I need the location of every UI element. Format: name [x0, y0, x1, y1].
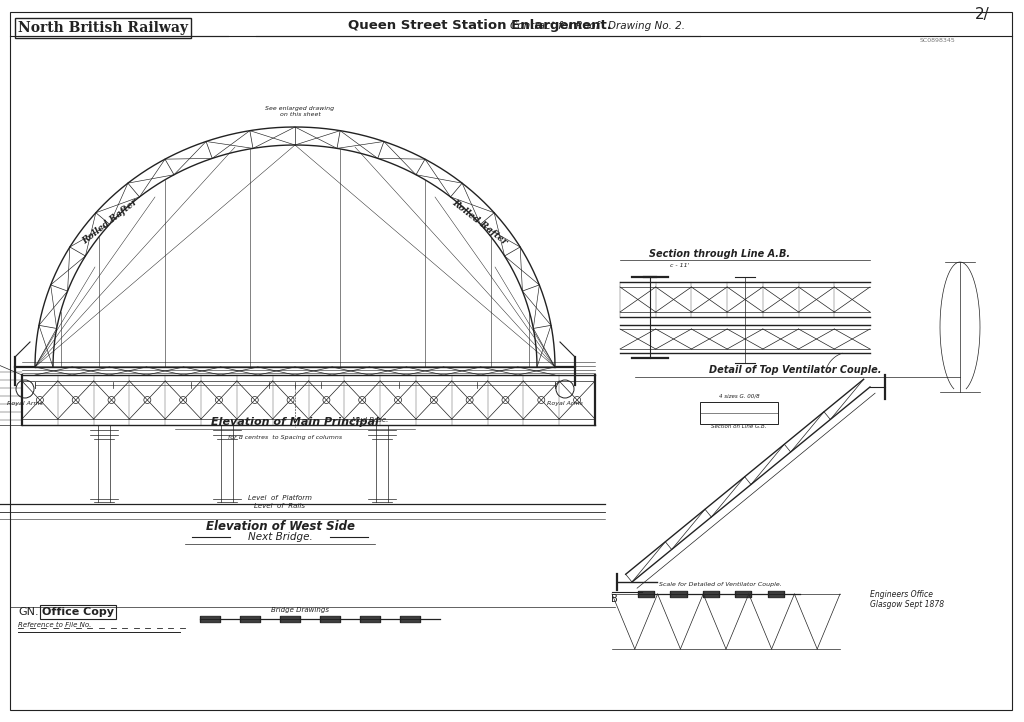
Text: Queen Street Station Enlargement.: Queen Street Station Enlargement.	[348, 19, 612, 32]
Text: Office Copy: Office Copy	[42, 607, 114, 617]
Text: Reference to File No.: Reference to File No.	[18, 622, 91, 628]
Text: Royal Arms: Royal Arms	[7, 401, 43, 406]
Bar	[700, 402, 778, 424]
Text: Mud Base.: Mud Base.	[352, 417, 388, 423]
Text: Rolled Rafter: Rolled Rafter	[81, 198, 139, 246]
Text: Section through Line A.B.: Section through Line A.B.	[649, 249, 791, 259]
Text: c - 11': c - 11'	[670, 263, 689, 268]
Text: 2/: 2/	[975, 7, 990, 22]
Text: Royal Arms: Royal Arms	[547, 401, 583, 406]
Text: Drawing No. 2.: Drawing No. 2.	[608, 21, 685, 31]
Text: Level  of  Platform: Level of Platform	[248, 495, 312, 501]
Text: SC0898345: SC0898345	[920, 38, 955, 43]
Text: Rolled Rafter: Rolled Rafter	[451, 198, 509, 246]
Text: See enlarged drawing
on this sheet: See enlarged drawing on this sheet	[265, 106, 335, 117]
Text: Next Bridge.: Next Bridge.	[248, 532, 312, 542]
Text: Section on Line G.B.: Section on Line G.B.	[712, 424, 767, 429]
Text: Engineers Office
Glasgow Sept 1878: Engineers Office Glasgow Sept 1878	[870, 590, 944, 609]
Text: Contract for Roof: Contract for Roof	[510, 21, 599, 31]
Text: Elevation of Main Principal: Elevation of Main Principal	[211, 417, 379, 427]
Text: for d centres  to Spacing of columns: for d centres to Spacing of columns	[228, 435, 342, 440]
Text: GN.: GN.	[18, 607, 39, 617]
Text: Detail of Top Ventilator Couple.: Detail of Top Ventilator Couple.	[709, 365, 882, 375]
Text: B: B	[610, 594, 617, 604]
Text: North British Railway: North British Railway	[18, 21, 188, 35]
Text: 4 sizes G. 00/8: 4 sizes G. 00/8	[719, 394, 760, 399]
Text: Scale for Detailed of Ventilator Couple.: Scale for Detailed of Ventilator Couple.	[658, 582, 781, 587]
Text: Elevation of West Side: Elevation of West Side	[206, 521, 354, 534]
Text: Level  of  Rails: Level of Rails	[255, 503, 305, 509]
Text: Bridge Drawings: Bridge Drawings	[271, 607, 329, 613]
